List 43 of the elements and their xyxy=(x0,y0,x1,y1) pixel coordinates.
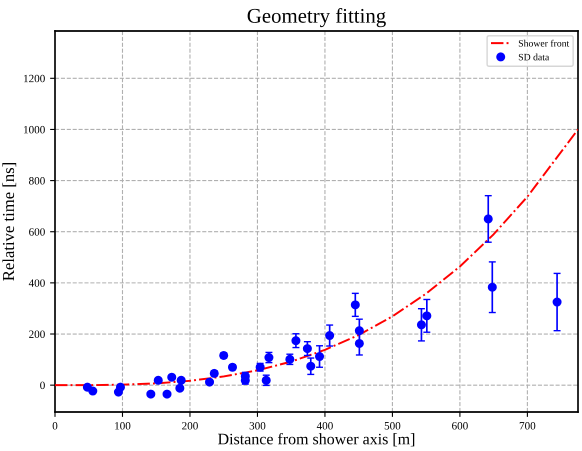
point xyxy=(302,344,312,354)
point xyxy=(552,298,562,307)
point xyxy=(325,331,334,340)
x-tick-label: 200 xyxy=(182,422,198,430)
point xyxy=(422,311,432,320)
x-tick-label: 300 xyxy=(250,422,266,430)
chart-title: Geometry fitting xyxy=(248,8,386,28)
point xyxy=(484,214,493,224)
x-tick-label: 600 xyxy=(452,422,468,430)
point xyxy=(228,362,237,372)
legend-label: SD data xyxy=(518,54,550,60)
point xyxy=(154,376,163,385)
legend-label: Shower front xyxy=(518,40,570,47)
x-tick-label: 0 xyxy=(52,422,58,430)
y-tick-label: 1000 xyxy=(24,126,45,134)
point xyxy=(175,384,184,393)
x-axis-title: Distance from shower axis [m] xyxy=(218,433,414,446)
point xyxy=(350,300,360,310)
point xyxy=(354,338,364,348)
y-tick-label: 0 xyxy=(40,382,45,390)
x-tick-label: 500 xyxy=(384,422,400,430)
point xyxy=(146,390,156,399)
y-tick-label: 600 xyxy=(29,228,45,236)
point xyxy=(116,382,125,392)
y-tick-label: 200 xyxy=(29,330,45,338)
x-tick-label: 400 xyxy=(316,422,333,430)
y-tick-label: 1200 xyxy=(24,74,45,82)
y-tick-label: 400 xyxy=(28,279,45,287)
point xyxy=(291,336,300,346)
x-tick-label: 100 xyxy=(115,422,130,430)
y-axis-title: Relative time [ns] xyxy=(2,163,16,281)
point xyxy=(162,390,172,399)
x-tick-label: 700 xyxy=(520,422,536,430)
point xyxy=(88,386,98,396)
y-tick-label: 800 xyxy=(29,177,45,185)
point xyxy=(354,326,364,336)
point xyxy=(176,376,186,385)
point xyxy=(416,320,426,330)
point xyxy=(205,378,214,387)
point xyxy=(488,282,497,292)
point xyxy=(315,352,324,362)
point xyxy=(167,372,176,382)
point xyxy=(306,362,316,371)
